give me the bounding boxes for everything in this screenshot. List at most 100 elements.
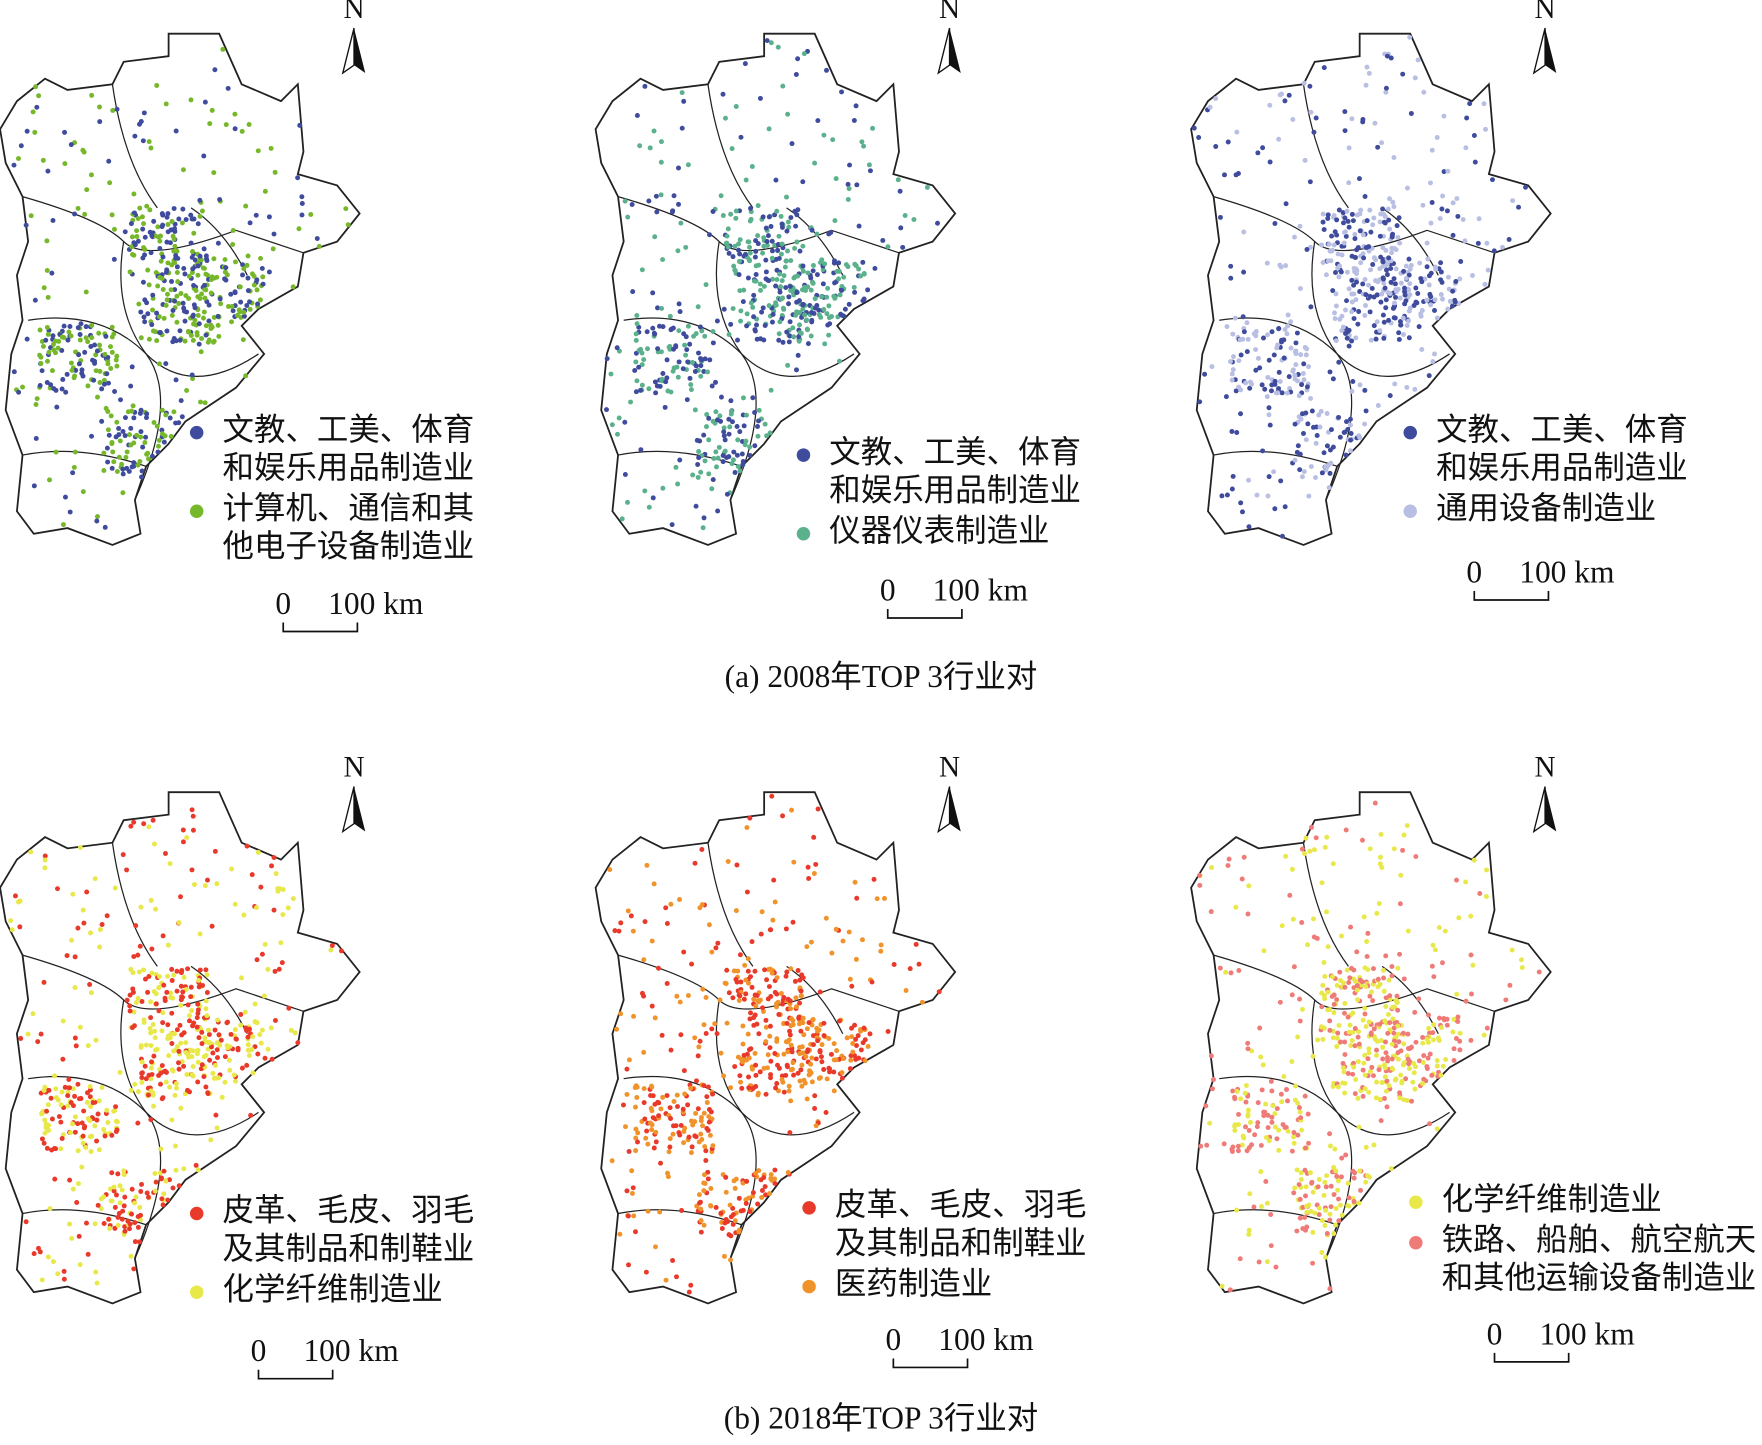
firm-dot	[798, 1067, 804, 1073]
firm-dot	[626, 1149, 632, 1154]
firm-dot	[172, 1143, 178, 1149]
firm-dot	[646, 504, 652, 510]
firm-dot	[755, 203, 761, 209]
firm-dot	[795, 207, 801, 213]
firm-dot	[808, 939, 814, 945]
firm-dot	[729, 461, 735, 467]
firm-dot	[1406, 335, 1412, 341]
firm-dot	[104, 371, 110, 377]
firm-dot	[824, 1076, 830, 1082]
firm-dot	[328, 947, 334, 953]
firm-dot	[820, 281, 826, 287]
firm-dot	[1202, 371, 1208, 377]
firm-dot	[62, 129, 68, 135]
firm-dot	[742, 61, 748, 67]
firm-dot	[72, 211, 78, 217]
firm-dot	[622, 419, 628, 425]
firm-dot	[1264, 394, 1270, 400]
firm-dot	[134, 432, 140, 438]
firm-dot	[180, 839, 186, 845]
firm-dot	[813, 1056, 819, 1062]
firm-dot	[1389, 245, 1395, 251]
firm-dot	[203, 967, 209, 973]
firm-dot	[1316, 1212, 1322, 1218]
firm-dot	[1370, 262, 1376, 267]
firm-dot	[104, 1107, 110, 1113]
firm-dot	[160, 212, 166, 218]
firm-dot	[1374, 1052, 1379, 1058]
firm-dot	[624, 1188, 630, 1194]
firm-dot	[671, 1099, 677, 1104]
firm-dot	[49, 270, 55, 276]
firm-dot	[82, 211, 88, 217]
firm-dot	[1315, 1184, 1321, 1190]
firm-dot	[34, 104, 40, 110]
firm-dot	[805, 864, 811, 870]
firm-dot	[1245, 1107, 1251, 1113]
firm-dot	[1357, 289, 1363, 294]
firm-dot	[1416, 996, 1422, 1002]
scale-end: 100 km	[938, 1322, 1033, 1357]
firm-dot	[1342, 984, 1348, 990]
firm-dot	[1393, 294, 1398, 300]
map	[594, 791, 957, 1305]
firm-dot	[1434, 135, 1440, 141]
firm-dot	[738, 1079, 744, 1085]
firm-dot	[760, 1005, 766, 1011]
firm-dot	[113, 1118, 119, 1124]
firm-dot	[1276, 325, 1282, 331]
firm-dot	[1318, 408, 1324, 414]
firm-dot	[1280, 533, 1285, 539]
firm-dot	[1245, 1040, 1251, 1046]
firm-dot	[191, 302, 197, 308]
firm-dot	[1386, 1083, 1392, 1089]
firm-dot	[129, 464, 135, 470]
firm-dot	[1400, 847, 1406, 853]
firm-dot	[184, 1072, 190, 1078]
firm-dot	[851, 117, 857, 123]
firm-dot	[1441, 169, 1447, 175]
firm-dot	[80, 489, 86, 495]
firm-dot	[1268, 1212, 1274, 1218]
firm-dot	[654, 209, 660, 215]
firm-dot	[1377, 1096, 1383, 1102]
firm-dot	[775, 1062, 780, 1068]
firm-dot	[818, 1054, 824, 1060]
firm-dot	[1383, 1039, 1388, 1045]
firm-dot	[1300, 371, 1306, 376]
firm-dot	[1259, 382, 1265, 388]
firm-dot	[847, 976, 853, 982]
firm-dot	[1344, 967, 1350, 973]
firm-dot	[680, 1106, 686, 1112]
firm-dot	[279, 960, 285, 966]
firm-dot	[1420, 202, 1426, 208]
firm-dot	[1302, 1214, 1308, 1220]
firm-dot	[139, 468, 145, 474]
firm-dot	[1312, 1210, 1318, 1216]
firm-dot	[133, 923, 139, 929]
firm-dot	[730, 306, 736, 312]
firm-dot	[1336, 207, 1342, 213]
firm-dot	[51, 386, 57, 392]
firm-dot	[732, 267, 738, 273]
firm-dot	[1481, 101, 1487, 107]
firm-dot	[1368, 267, 1374, 273]
firm-dot	[649, 1084, 655, 1090]
firm-dot	[1352, 1025, 1358, 1031]
firm-dot	[178, 398, 184, 404]
firm-dot	[92, 358, 98, 364]
firm-dot	[72, 985, 78, 991]
firm-dot	[217, 1042, 223, 1048]
scale-bar	[892, 1358, 969, 1369]
firm-dot	[776, 1012, 782, 1018]
firm-dot	[787, 1028, 793, 1034]
firm-dot	[1305, 942, 1311, 948]
firm-dot	[1369, 1064, 1375, 1070]
firm-dot	[72, 449, 78, 455]
firm-dot	[182, 318, 188, 324]
firm-dot	[794, 212, 800, 218]
firm-dot	[826, 1035, 832, 1041]
firm-dot	[130, 986, 136, 992]
firm-dot	[653, 1129, 659, 1135]
firm-dot	[1345, 1071, 1351, 1076]
